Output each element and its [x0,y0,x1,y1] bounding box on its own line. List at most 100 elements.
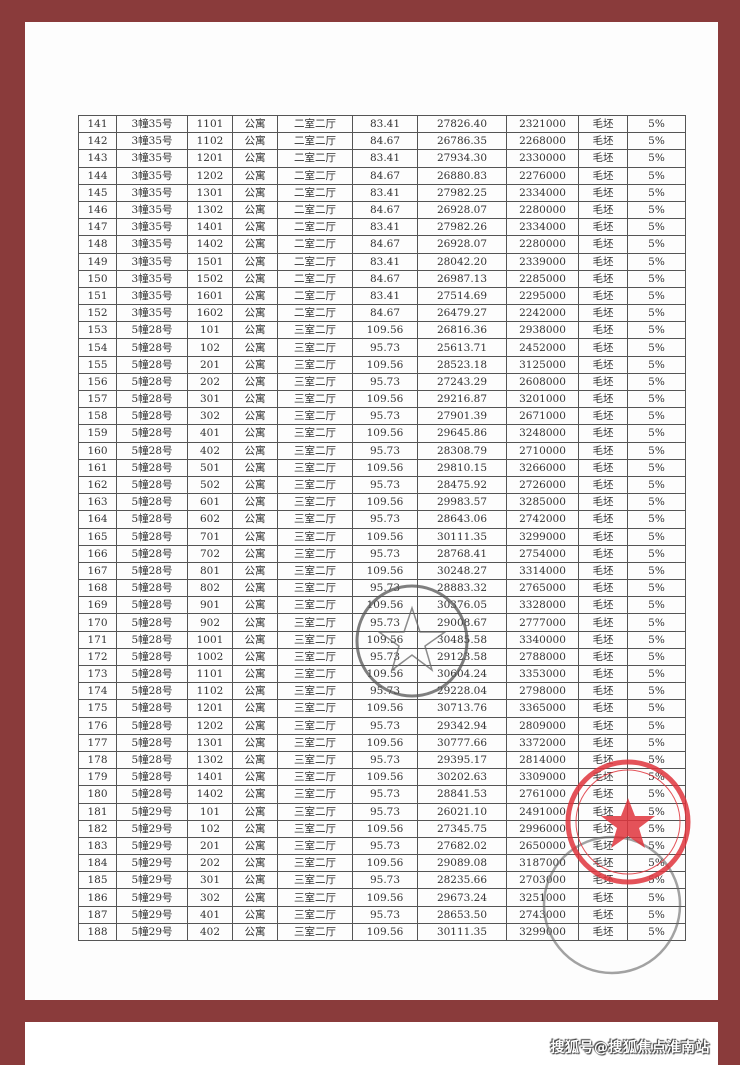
rate-cell: 5% [627,888,686,907]
total-price-cell: 2996000 [506,819,579,838]
property-type-cell: 公寓 [232,682,278,701]
finish-cell: 毛坯 [578,785,628,804]
rate-cell: 5% [627,596,686,615]
row-index-cell: 167 [78,561,117,581]
rate-cell: 5% [627,493,686,512]
rate-cell: 5% [627,166,686,185]
total-price-cell: 2938000 [506,321,579,340]
finish-cell: 毛坯 [578,854,628,873]
property-type-cell: 公寓 [232,596,278,615]
area-cell: 84.67 [352,235,418,254]
finish-cell: 毛坯 [578,716,628,735]
area-cell: 95.73 [352,510,418,529]
total-price-cell: 2491000 [506,802,579,821]
property-type-cell: 公寓 [232,630,278,649]
row-index-cell: 174 [78,682,117,701]
property-type-cell: 公寓 [232,768,278,787]
building-cell: 5幢28号 [116,630,188,649]
row-index-cell: 147 [78,218,117,237]
property-type-cell: 公寓 [232,716,278,735]
layout-cell: 三室二厅 [277,493,353,512]
building-cell: 5幢29号 [116,888,188,907]
total-price-cell: 3353000 [506,664,579,684]
rate-cell: 5% [627,389,686,409]
unit-number-cell: 601 [187,493,233,512]
rate-cell: 5% [627,200,686,220]
total-price-cell: 2742000 [506,510,579,529]
total-price-cell: 2761000 [506,785,579,804]
row-index-cell: 168 [78,579,117,598]
unit-price-cell: 30202.63 [417,768,507,787]
total-price-cell: 2276000 [506,166,579,185]
footer-strip [25,1022,718,1065]
unit-price-cell: 29395.17 [417,750,507,770]
rate-cell: 5% [627,647,686,667]
unit-price-cell: 27826.40 [417,114,507,134]
unit-number-cell: 1101 [187,664,233,684]
total-price-cell: 2814000 [506,750,579,770]
unit-number-cell: 1202 [187,716,233,735]
building-cell: 3幢35号 [116,132,188,151]
area-cell: 109.56 [352,854,418,873]
layout-cell: 三室二厅 [277,630,353,649]
area-cell: 95.73 [352,372,418,392]
row-index-cell: 144 [78,166,117,185]
area-cell: 109.56 [352,355,418,374]
frame-bottom-band [0,1000,740,1022]
finish-cell: 毛坯 [578,149,628,168]
layout-cell: 三室二厅 [277,338,353,357]
layout-cell: 三室二厅 [277,922,353,942]
property-type-cell: 公寓 [232,218,278,237]
row-index-cell: 142 [78,132,117,151]
row-index-cell: 153 [78,321,117,340]
layout-cell: 三室二厅 [277,321,353,340]
unit-number-cell: 402 [187,922,233,942]
building-cell: 3幢35号 [116,166,188,185]
unit-price-cell: 26880.83 [417,166,507,185]
total-price-cell: 3314000 [506,561,579,581]
unit-number-cell: 101 [187,321,233,340]
building-cell: 5幢28号 [116,733,188,752]
table-row: 152 3幢35号 1602 公寓 二室二厅 84.67 26479.27 2242000 毛坯… [78,304,686,323]
unit-number-cell: 802 [187,579,233,598]
row-index-cell: 170 [78,613,117,632]
unit-price-cell: 27982.25 [417,183,507,202]
layout-cell: 三室二厅 [277,596,353,615]
unit-number-cell: 1401 [187,768,233,787]
table-row: 169 5幢28号 901 公寓 三室二厅 109.56 30376.05 3328000 毛坯… [78,596,686,615]
total-price-cell: 3372000 [506,733,579,752]
building-cell: 5幢28号 [116,699,188,718]
unit-price-cell: 26786.35 [417,132,507,151]
rate-cell: 5% [627,355,686,374]
table-row: 142 3幢35号 1102 公寓 二室二厅 84.67 26786.35 2268000 毛坯… [78,132,686,151]
table-row: 160 5幢28号 402 公寓 三室二厅 95.73 28308.79 2710000 毛坯 5… [78,441,686,460]
unit-number-cell: 401 [187,424,233,443]
table-row: 184 5幢29号 202 公寓 三室二厅 109.56 29089.08 3187000 毛坯… [78,854,686,873]
unit-number-cell: 101 [187,802,233,821]
building-cell: 5幢28号 [116,527,188,546]
total-price-cell: 2650000 [506,836,579,856]
row-index-cell: 176 [78,716,117,735]
building-cell: 5幢28号 [116,424,188,443]
area-cell: 83.41 [352,183,418,202]
unit-price-cell: 26928.07 [417,200,507,220]
table-row: 153 5幢28号 101 公寓 三室二厅 109.56 26816.36 2938000 毛坯… [78,321,686,340]
unit-number-cell: 301 [187,389,233,409]
property-type-cell: 公寓 [232,321,278,340]
unit-price-cell: 30485.58 [417,630,507,649]
finish-cell: 毛坯 [578,424,628,443]
table-row: 179 5幢28号 1401 公寓 三室二厅 109.56 30202.63 3309000 毛… [78,768,686,787]
building-cell: 3幢35号 [116,235,188,254]
unit-price-cell: 28475.92 [417,475,507,495]
unit-price-cell: 29008.67 [417,613,507,632]
finish-cell: 毛坯 [578,407,628,426]
row-index-cell: 157 [78,389,117,409]
unit-price-cell: 28653.50 [417,905,507,924]
total-price-cell: 2334000 [506,183,579,202]
total-price-cell: 3328000 [506,596,579,615]
unit-price-cell: 29228.04 [417,682,507,701]
rate-cell: 5% [627,183,686,202]
layout-cell: 三室二厅 [277,424,353,443]
property-type-cell: 公寓 [232,200,278,220]
row-index-cell: 143 [78,149,117,168]
